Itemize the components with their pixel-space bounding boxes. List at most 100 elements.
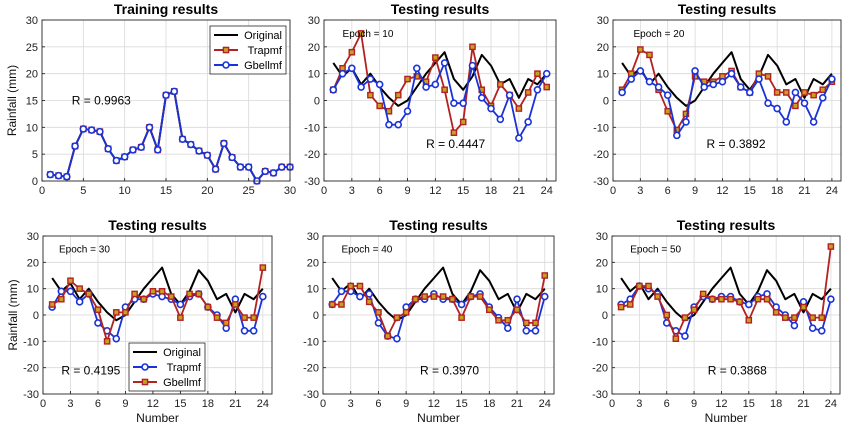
y-tick-label: -30 — [593, 176, 609, 188]
data-point-gbell — [745, 88, 754, 97]
data-point-gbell — [277, 163, 286, 171]
data-point-trap — [149, 288, 157, 295]
data-point-gbell — [459, 99, 468, 107]
data-point-gbell — [828, 75, 836, 83]
data-point-trap — [543, 83, 551, 91]
x-tick-label: 20 — [201, 185, 213, 197]
y-tick-label: 30 — [597, 15, 609, 27]
epoch-label: Epoch = 30 — [59, 245, 110, 256]
data-point-gbell — [450, 99, 458, 107]
x-tick-label: 18 — [483, 398, 495, 410]
data-point-gbell — [542, 69, 551, 78]
data-point-trap — [486, 306, 493, 314]
data-point-gbell — [87, 126, 96, 134]
series-orig — [331, 266, 546, 322]
series-line-orig — [51, 266, 264, 322]
y-tick-label: 20 — [308, 42, 320, 54]
data-point-trap — [122, 309, 129, 316]
y-tick-label: 5 — [32, 149, 38, 161]
data-point-gbell — [487, 104, 495, 113]
data-point-trap — [458, 314, 465, 321]
data-point-gbell — [800, 99, 809, 107]
y-tick-label: -10 — [303, 336, 319, 348]
data-point-trap — [375, 309, 382, 316]
data-point-trap — [819, 86, 827, 94]
x-tick-label: 15 — [160, 185, 172, 197]
data-point-trap — [681, 314, 689, 321]
data-point-gbell — [394, 120, 403, 129]
data-point-trap — [195, 290, 203, 298]
data-point-gbell — [681, 332, 689, 340]
y-tick-label: 20 — [307, 257, 319, 269]
data-point-trap — [672, 335, 680, 343]
panel-title: Testing results — [389, 217, 488, 233]
data-point-gbell — [338, 69, 347, 78]
data-point-gbell — [457, 300, 466, 309]
data-point-gbell — [228, 153, 236, 162]
x-tick-label: 15 — [744, 185, 756, 197]
data-point-trap — [356, 282, 364, 290]
x-axis-label: Number — [417, 411, 460, 425]
r-value-annotation: R = 0.3892 — [706, 137, 765, 151]
data-point-trap — [646, 51, 653, 59]
panel-title: Testing results — [108, 217, 207, 233]
data-point-trap — [328, 301, 336, 308]
data-point-trap — [654, 293, 661, 300]
data-point-trap — [800, 303, 807, 311]
epoch-label: Epoch = 40 — [341, 245, 392, 256]
data-point-gbell — [522, 326, 531, 335]
data-point-trap — [250, 314, 257, 321]
data-point-gbell — [170, 87, 179, 96]
data-point-trap — [513, 306, 521, 314]
data-point-gbell — [120, 153, 129, 161]
data-point-gbell — [385, 120, 393, 129]
panel-3: 0 3 6 9 12 15 18 21 24 -30 -20 -10 0 10 20 30 Testing re… — [593, 1, 842, 197]
data-point-gbell — [63, 172, 71, 181]
data-point-trap — [213, 314, 221, 321]
x-tick-label: 5 — [80, 185, 86, 197]
data-point-gbell — [112, 156, 121, 165]
x-tick-label: 9 — [691, 398, 697, 410]
epoch-label: Epoch = 50 — [630, 245, 681, 256]
data-point-gbell — [636, 67, 645, 75]
legend: Original Trapmf Gbellmf — [209, 25, 287, 75]
data-point-gbell — [700, 83, 709, 91]
data-point-gbell — [691, 67, 699, 75]
data-point-trap — [232, 301, 239, 308]
data-point-gbell — [357, 83, 365, 91]
data-point-trap — [469, 43, 476, 51]
data-point-gbell — [505, 91, 514, 99]
data-point-trap — [476, 293, 484, 300]
data-point-trap — [504, 316, 512, 324]
y-tick-label: 30 — [596, 231, 608, 243]
data-point-trap — [636, 282, 643, 290]
data-point-gbell — [412, 64, 421, 73]
data-point-gbell — [718, 77, 727, 86]
series-trap — [48, 264, 267, 345]
data-point-gbell — [145, 123, 154, 132]
x-tick-label: 3 — [67, 398, 73, 410]
data-point-trap — [801, 89, 808, 96]
x-tick-label: 21 — [797, 398, 809, 410]
x-tick-label: 3 — [637, 185, 643, 197]
data-point-gbell — [709, 80, 718, 89]
data-point-trap — [367, 91, 374, 99]
data-point-trap — [112, 309, 120, 316]
data-point-trap — [439, 293, 447, 300]
x-tick-label: 18 — [485, 185, 497, 197]
y-tick-label: 20 — [596, 257, 608, 269]
x-tick-label: 9 — [404, 185, 410, 197]
data-point-trap — [48, 301, 56, 308]
x-tick-label: 15 — [743, 398, 755, 410]
legend-entry: Trapmf — [248, 45, 283, 57]
data-point-gbell — [375, 80, 384, 89]
data-point-gbell — [791, 88, 800, 97]
y-tick-label: 10 — [27, 284, 39, 296]
y-tick-label: 0 — [32, 176, 38, 188]
panel-4: 0 3 6 9 12 15 18 21 24 -30 -20 -10 0 10 20 30 Testing re… — [6, 217, 273, 425]
legend-entry: Gbellmf — [244, 60, 283, 72]
data-point-trap — [532, 319, 539, 327]
y-tick-label: 10 — [26, 122, 38, 134]
data-point-trap — [663, 311, 671, 319]
